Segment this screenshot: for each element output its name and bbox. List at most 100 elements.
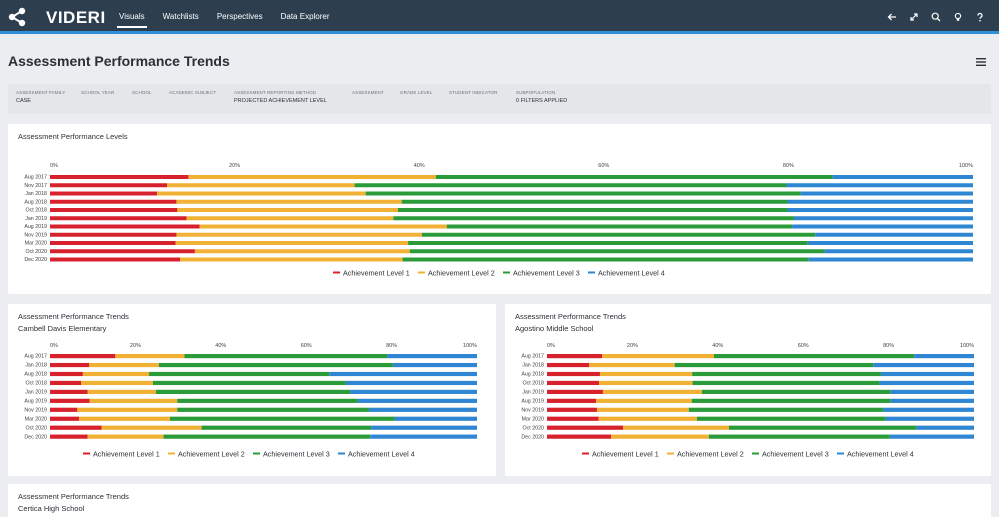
bar-segment-level-3[interactable]	[169, 416, 395, 421]
bar-segment-level-1[interactable]	[547, 354, 603, 359]
bar-segment-level-1[interactable]	[50, 257, 181, 262]
bar-segment-level-4[interactable]	[800, 191, 973, 196]
bar-segment-level-2[interactable]	[602, 354, 714, 359]
bar-segment-level-2[interactable]	[596, 407, 689, 412]
legend-entry[interactable]: Achievement Level 2	[428, 269, 495, 278]
bar-segment-level-1[interactable]	[50, 398, 90, 403]
bar-segment-level-2[interactable]	[611, 434, 709, 439]
filter-school-year[interactable]: School Year	[81, 90, 114, 98]
bar-segment-level-4[interactable]	[370, 434, 477, 439]
bar-segment-level-4[interactable]	[832, 175, 973, 179]
filter-academic-subject[interactable]: Academic Subject	[169, 90, 216, 98]
bar-segment-level-4[interactable]	[815, 232, 973, 237]
bar-segment-level-4[interactable]	[371, 425, 477, 430]
bar-segment-level-4[interactable]	[824, 249, 973, 254]
bar-segment-level-2[interactable]	[599, 380, 693, 386]
nav-perspectives[interactable]: Perspectives	[216, 12, 263, 21]
bar-segment-level-2[interactable]	[89, 362, 159, 368]
legend-entry[interactable]: Achievement Level 1	[343, 269, 410, 278]
bar-segment-level-4[interactable]	[885, 416, 974, 421]
bar-segment-level-3[interactable]	[152, 380, 346, 386]
bar-segment-level-1[interactable]	[547, 389, 603, 394]
bar-segment-level-4[interactable]	[350, 389, 477, 394]
bar-segment-level-2[interactable]	[87, 389, 156, 394]
legend-entry[interactable]: Achievement Level 1	[93, 450, 160, 459]
bar-segment-level-2[interactable]	[194, 249, 410, 254]
bar-segment-level-4[interactable]	[807, 241, 973, 245]
bar-segment-level-2[interactable]	[77, 407, 178, 412]
bar-segment-level-1[interactable]	[50, 389, 88, 394]
bar-segment-level-4[interactable]	[345, 380, 477, 386]
bar-segment-level-1[interactable]	[50, 224, 200, 229]
bar-segment-level-4[interactable]	[879, 380, 974, 386]
bar-segment-level-3[interactable]	[365, 191, 801, 196]
bar-segment-level-4[interactable]	[357, 398, 477, 403]
bar-segment-level-2[interactable]	[177, 208, 398, 212]
bar-segment-level-2[interactable]	[176, 232, 422, 237]
bar-segment-level-2[interactable]	[623, 425, 729, 430]
bar-segment-level-3[interactable]	[401, 199, 788, 204]
bar-segment-level-3[interactable]	[692, 371, 881, 377]
bar-segment-level-1[interactable]	[50, 380, 82, 386]
bar-segment-level-4[interactable]	[889, 434, 974, 439]
bar-segment-level-3[interactable]	[402, 257, 809, 262]
bar-segment-level-4[interactable]	[387, 354, 477, 359]
bar-segment-level-2[interactable]	[115, 354, 185, 359]
bar-segment-level-3[interactable]	[354, 183, 787, 188]
legend-entry[interactable]: Achievement Level 4	[598, 269, 665, 278]
bar-segment-level-1[interactable]	[547, 416, 599, 421]
bar-segment-level-4[interactable]	[792, 224, 973, 229]
bar-segment-level-2[interactable]	[596, 398, 692, 403]
bar-segment-level-1[interactable]	[547, 407, 597, 412]
filter-grade-level[interactable]: Grade Level	[400, 90, 432, 98]
bar-segment-level-3[interactable]	[184, 354, 388, 359]
filter-student-indicator[interactable]: Student Indicator	[449, 90, 497, 98]
filter-school[interactable]: School	[132, 90, 152, 98]
bar-segment-level-4[interactable]	[880, 371, 974, 377]
bar-segment-level-3[interactable]	[713, 354, 915, 359]
bar-segment-level-1[interactable]	[50, 191, 158, 196]
bar-segment-level-1[interactable]	[50, 249, 195, 254]
bar-segment-level-3[interactable]	[435, 175, 833, 179]
bar-segment-level-1[interactable]	[547, 398, 597, 403]
bar-segment-level-3[interactable]	[688, 407, 884, 412]
bar-segment-level-2[interactable]	[602, 389, 703, 394]
legend-entry[interactable]: Achievement Level 4	[348, 450, 415, 459]
lightbulb-icon[interactable]	[947, 6, 969, 28]
bar-segment-level-2[interactable]	[598, 416, 697, 421]
legend-entry[interactable]: Achievement Level 4	[847, 450, 914, 459]
bar-segment-level-3[interactable]	[728, 425, 917, 430]
bar-segment-level-1[interactable]	[50, 371, 83, 377]
bar-segment-level-1[interactable]	[547, 434, 612, 439]
nav-visuals[interactable]: Visuals	[110, 0, 154, 34]
bar-segment-level-3[interactable]	[708, 434, 890, 439]
filter-assessment-family[interactable]: Assessment Family CASE	[16, 90, 65, 104]
expand-icon[interactable]	[903, 6, 925, 28]
bar-segment-level-1[interactable]	[547, 362, 590, 368]
bar-segment-level-4[interactable]	[808, 257, 973, 262]
bar-segment-level-3[interactable]	[409, 249, 825, 254]
bar-segment-level-1[interactable]	[547, 380, 600, 386]
bar-segment-level-3[interactable]	[674, 362, 874, 368]
nav-watchlists[interactable]: Watchlists	[162, 12, 199, 21]
bar-segment-level-4[interactable]	[787, 199, 973, 204]
legend-entry[interactable]: Achievement Level 1	[592, 450, 659, 459]
bar-segment-level-4[interactable]	[890, 398, 974, 403]
bar-segment-level-3[interactable]	[201, 425, 372, 430]
bar-segment-level-2[interactable]	[186, 216, 394, 221]
bar-segment-level-2[interactable]	[199, 224, 447, 229]
bar-segment-level-4[interactable]	[394, 416, 477, 421]
bar-segment-level-4[interactable]	[392, 362, 477, 368]
bar-segment-level-1[interactable]	[50, 354, 116, 359]
bar-segment-level-2[interactable]	[87, 434, 164, 439]
bar-segment-level-4[interactable]	[916, 425, 974, 430]
bar-segment-level-2[interactable]	[82, 371, 150, 377]
bar-segment-level-4[interactable]	[786, 183, 973, 188]
bar-segment-level-1[interactable]	[50, 232, 177, 237]
legend-entry[interactable]: Achievement Level 3	[762, 450, 829, 459]
bar-segment-level-2[interactable]	[167, 183, 355, 188]
bar-segment-level-1[interactable]	[50, 199, 177, 204]
bar-segment-level-4[interactable]	[883, 407, 974, 412]
bar-segment-level-2[interactable]	[89, 398, 178, 403]
bar-segment-level-3[interactable]	[421, 232, 816, 237]
